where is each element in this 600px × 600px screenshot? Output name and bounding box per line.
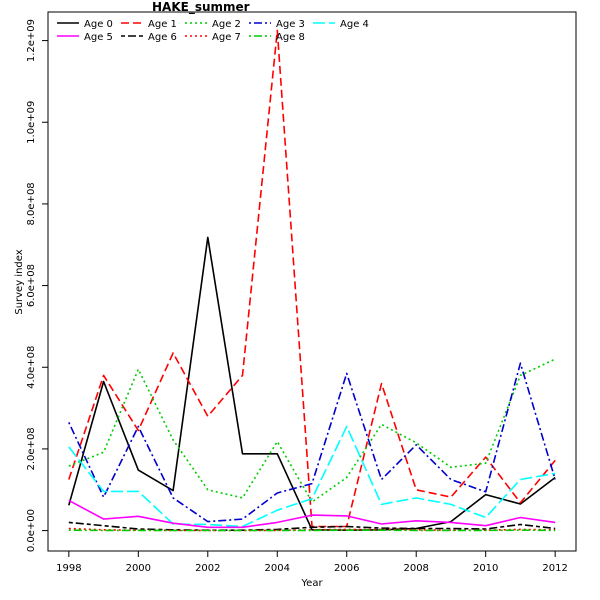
y-tick-label: 1.2e+09 [26, 19, 37, 62]
legend-item: Age 4 [313, 19, 369, 30]
legend-label: Age 2 [212, 19, 241, 30]
plot-frame [47, 11, 577, 552]
x-tick-label: 2008 [403, 563, 428, 574]
series-line-age-5 [68, 499, 556, 529]
series-line-age-4 [68, 425, 556, 528]
legend-item: Age 0 [57, 19, 113, 30]
legend-label: Age 4 [340, 19, 369, 30]
y-tick-label: 1.0e+09 [26, 101, 37, 144]
y-tick-label: 6.0e+08 [26, 264, 37, 307]
legend: Age 0 Age 1 Age 2 Age 3 Age 4 Age 5 Age 6 Age 7… [57, 19, 369, 43]
y-tick-label: 2.0e+08 [26, 427, 37, 470]
y-tick-label: 8.0e+08 [26, 182, 37, 225]
legend-item: Age 5 [57, 32, 113, 43]
x-tick-label: 1998 [56, 563, 81, 574]
x-tick-label: 2012 [542, 563, 567, 574]
series-line-age-2 [68, 358, 556, 503]
x-tick-label: 2006 [334, 563, 359, 574]
legend-item: Age 1 [121, 19, 177, 30]
series-line-age-1 [68, 29, 556, 528]
series-line-age-6 [68, 521, 556, 532]
x-tick-label: 2004 [265, 563, 290, 574]
x-tick-label: 2000 [126, 563, 151, 574]
legend-label: Age 8 [276, 32, 305, 43]
legend-item: Age 3 [249, 19, 305, 30]
x-axis: 1998 2000 2002 2004 2006 2008 2010 2012 [56, 550, 568, 574]
legend-item: Age 8 [249, 32, 305, 43]
legend-item: Age 6 [121, 32, 177, 43]
legend-item: Age 7 [185, 32, 241, 43]
legend-label: Age 6 [148, 32, 177, 43]
legend-label: Age 1 [148, 19, 177, 30]
legend-label: Age 3 [276, 19, 305, 30]
x-tick-label: 2010 [473, 563, 498, 574]
y-axis: 0.0e+00 2.0e+08 4.0e+08 6.0e+08 8.0e+08 1.0e+… [26, 19, 49, 552]
chart-title: HAKE_summer [152, 0, 250, 15]
x-tick-label: 2002 [195, 563, 220, 574]
legend-label: Age 7 [212, 32, 241, 43]
x-axis-label: Year [300, 578, 323, 589]
series-line-age-0 [68, 236, 556, 532]
legend-item: Age 2 [185, 19, 241, 30]
legend-label: Age 5 [84, 32, 113, 43]
series-layer [68, 29, 556, 532]
legend-label: Age 0 [84, 19, 113, 30]
y-tick-label: 0.0e+00 [26, 509, 37, 552]
series-line-age-3 [68, 362, 556, 523]
y-tick-label: 4.0e+08 [26, 346, 37, 389]
y-axis-label: Survey index [14, 249, 25, 314]
